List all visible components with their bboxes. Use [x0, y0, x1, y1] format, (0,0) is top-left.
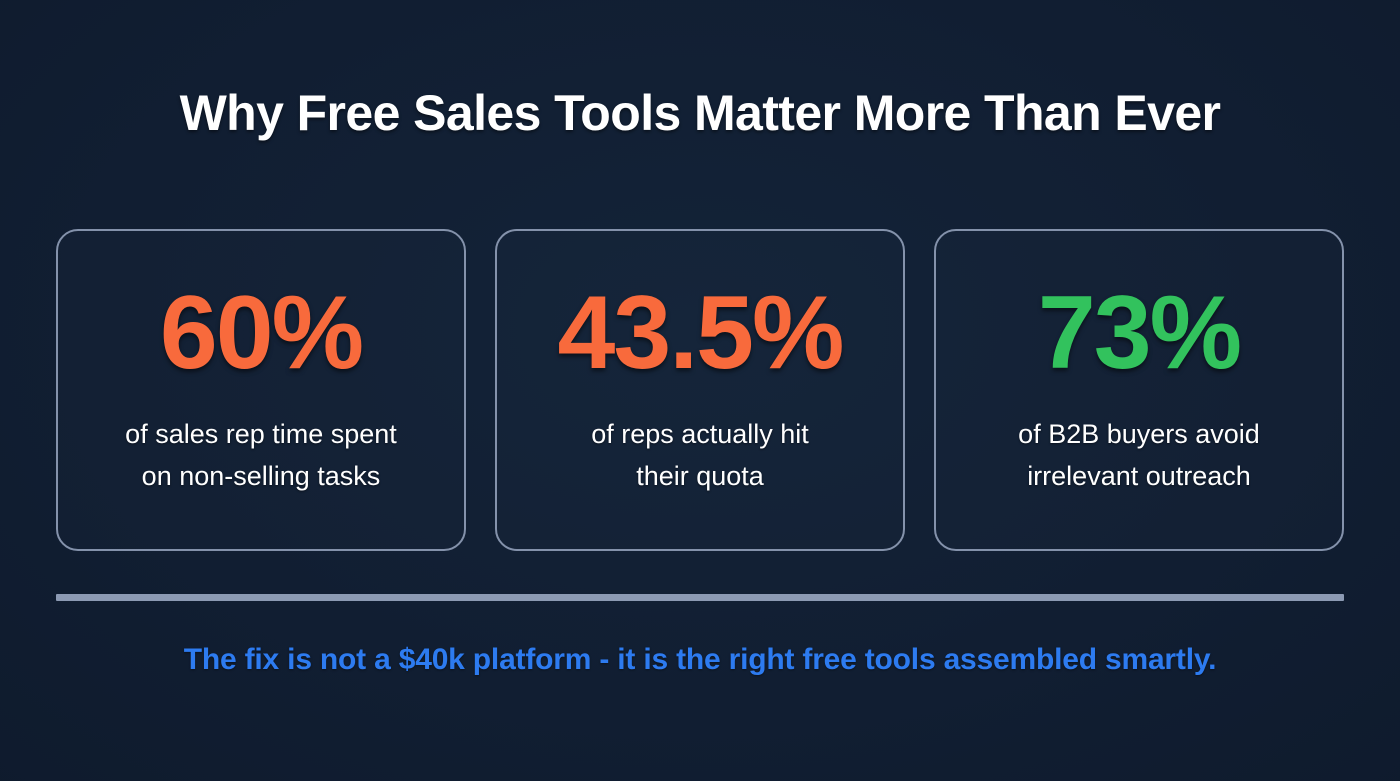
stat-card-sales-rep-time: 60% of sales rep time spent on non-selli…: [56, 229, 466, 551]
stat-label: of B2B buyers avoid irrelevant outreach: [969, 413, 1309, 497]
footer-takeaway: The fix is not a $40k platform - it is t…: [183, 643, 1217, 676]
stat-card-quota-attainment: 43.5% of reps actually hit their quota: [495, 229, 905, 551]
stat-label-line-2: irrelevant outreach: [1027, 461, 1251, 491]
stat-value: 60%: [159, 275, 364, 391]
stat-label-line-2: on non-selling tasks: [141, 461, 381, 491]
stat-card-buyer-avoidance: 73% of B2B buyers avoid irrelevant outre…: [934, 229, 1344, 551]
stat-value: 43.5%: [557, 275, 845, 391]
section-divider: [56, 594, 1344, 601]
stat-label-line-2: their quota: [636, 461, 764, 491]
stat-label: of sales rep time spent on non-selling t…: [91, 413, 431, 497]
stat-label-line-1: of reps actually hit: [591, 419, 809, 449]
stat-label: of reps actually hit their quota: [530, 413, 870, 497]
stat-value: 73%: [1037, 275, 1242, 391]
stat-label-line-1: of B2B buyers avoid: [1018, 419, 1260, 449]
page-title: Why Free Sales Tools Matter More Than Ev…: [179, 85, 1221, 141]
stat-card-group: 60% of sales rep time spent on non-selli…: [56, 229, 1344, 551]
stat-label-line-1: of sales rep time spent: [125, 419, 397, 449]
